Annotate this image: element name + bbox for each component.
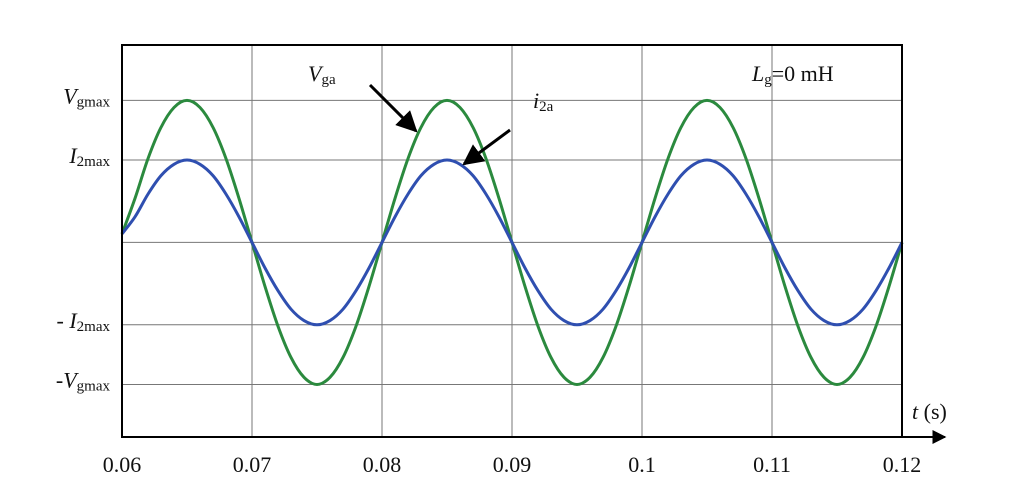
y-tick-label: Vgmax: [63, 83, 110, 110]
series-label: i2a: [533, 88, 554, 115]
x-tick-label: 0.07: [233, 452, 272, 477]
annotation: Lg=0 mH: [751, 61, 834, 88]
annotation-arrow: [368, 83, 418, 133]
x-tick-label: 0.06: [103, 452, 142, 477]
y-tick-label: I2max: [68, 143, 110, 170]
y-tick-label: - I2max: [57, 308, 111, 335]
x-axis-label: t (s): [912, 399, 947, 424]
x-tick-label: 0.12: [883, 452, 922, 477]
data-line: [120, 158, 904, 327]
y-tick-label: -Vgmax: [56, 367, 111, 394]
annotation-arrow: [462, 128, 511, 166]
x-tick-label: 0.09: [493, 452, 532, 477]
plot-frame: [121, 44, 903, 438]
x-tick-label: 0.11: [753, 452, 791, 477]
x-tick-label: 0.1: [628, 452, 656, 477]
series-label: Vga: [308, 61, 336, 88]
lines: [120, 98, 904, 386]
x-tick-label: 0.08: [363, 452, 402, 477]
